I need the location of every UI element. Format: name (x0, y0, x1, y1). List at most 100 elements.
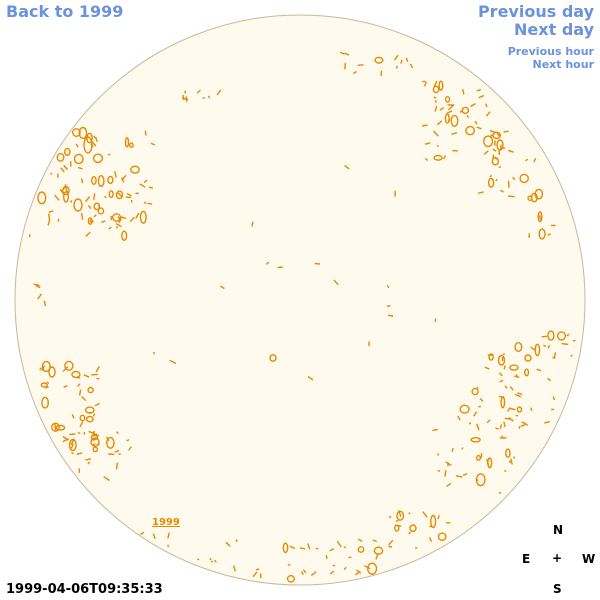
contour-mark (470, 102, 476, 108)
contour-mark (83, 136, 93, 154)
contour-mark (69, 433, 76, 436)
contour-mark (121, 230, 128, 241)
contour-mark (523, 368, 530, 377)
contour-mark (182, 94, 185, 100)
contour-mark (445, 96, 451, 103)
contour-mark (473, 411, 478, 417)
contour-mark (499, 379, 504, 383)
contour-mark (78, 126, 88, 139)
contour-mark (462, 473, 468, 477)
contour-mark (495, 178, 498, 182)
next-day-link[interactable]: Next day (514, 20, 594, 39)
contour-mark (433, 80, 438, 87)
contour-mark (77, 383, 81, 388)
contour-mark (352, 70, 357, 75)
contour-mark (517, 392, 523, 395)
contour-mark (59, 188, 65, 195)
contour-mark (503, 130, 509, 133)
contour-mark (476, 126, 482, 130)
contour-mark (115, 190, 124, 200)
contour-mark (46, 381, 50, 384)
contour-mark (147, 202, 153, 205)
contour-mark (422, 124, 428, 127)
contour-mark (476, 423, 480, 431)
contour-mark (325, 555, 328, 559)
contour-mark (388, 545, 393, 548)
contour-mark (553, 352, 557, 359)
contour-mark (48, 366, 56, 378)
year-link[interactable]: 1999 (152, 517, 180, 528)
contour-mark (434, 105, 438, 112)
contour-mark (43, 300, 47, 307)
contour-mark (83, 374, 90, 378)
contour-mark (408, 531, 412, 535)
contour-mark (492, 148, 497, 152)
contour-mark (437, 532, 447, 542)
contour-mark (87, 217, 93, 225)
contour-mark (62, 435, 69, 441)
contour-mark (84, 196, 91, 203)
contour-mark (300, 571, 304, 575)
contour-mark (507, 407, 512, 412)
previous-day-link[interactable]: Previous day (477, 2, 594, 21)
contour-mark (500, 396, 506, 409)
compass-south: S (553, 582, 562, 596)
contour-mark (92, 413, 96, 417)
contour-mark (509, 386, 514, 391)
contour-mark (424, 157, 429, 162)
back-to-year-link[interactable]: Back to 1999 (6, 2, 124, 21)
previous-hour-link[interactable]: Previous hour (507, 45, 594, 58)
contour-mark (135, 212, 140, 219)
contour-mark (71, 414, 75, 419)
contour-mark (289, 545, 296, 550)
contour-mark (547, 233, 552, 236)
next-hour-link[interactable]: Next hour (532, 58, 595, 71)
contour-mark (75, 143, 79, 148)
contour-mark (525, 158, 529, 162)
contour-mark (114, 449, 120, 453)
contour-mark (357, 64, 364, 66)
contour-mark (566, 333, 570, 337)
contour-mark (126, 439, 130, 442)
contour-mark (85, 415, 94, 423)
compass-west: W (582, 552, 596, 566)
contour-mark (433, 130, 439, 137)
contour-mark (126, 193, 132, 197)
contour-mark (252, 571, 258, 578)
contour-mark (148, 186, 154, 189)
contour-mark (484, 366, 490, 370)
contour-mark (97, 174, 105, 187)
contour-mark (514, 375, 520, 379)
contour-mark (79, 414, 86, 422)
contour-mark (520, 424, 526, 427)
contour-mark (436, 120, 443, 126)
contour-mark (139, 183, 146, 188)
contour-mark (93, 214, 97, 218)
contour-mark (121, 177, 125, 183)
contour-mark (483, 135, 494, 148)
contour-mark (386, 304, 391, 308)
contour-layer (29, 51, 576, 583)
contour-mark (438, 80, 444, 91)
contour-mark (499, 144, 502, 150)
contour-mark (357, 546, 365, 553)
contour-mark (357, 538, 363, 542)
contour-mark (476, 454, 482, 461)
contour-mark (375, 553, 379, 560)
contour-mark (507, 180, 510, 188)
contour-mark (116, 431, 119, 435)
contour-mark (501, 437, 507, 439)
contour-mark (91, 430, 96, 435)
contour-mark (530, 407, 533, 411)
contour-mark (307, 375, 314, 381)
contour-mark (64, 186, 69, 194)
contour-mark (513, 456, 516, 459)
contour-mark (514, 342, 523, 353)
contour-mark (552, 396, 555, 401)
contour-mark (140, 531, 145, 536)
contour-mark (45, 386, 49, 389)
contour-mark (471, 387, 479, 396)
contour-mark (451, 132, 458, 135)
contour-mark (433, 96, 437, 99)
